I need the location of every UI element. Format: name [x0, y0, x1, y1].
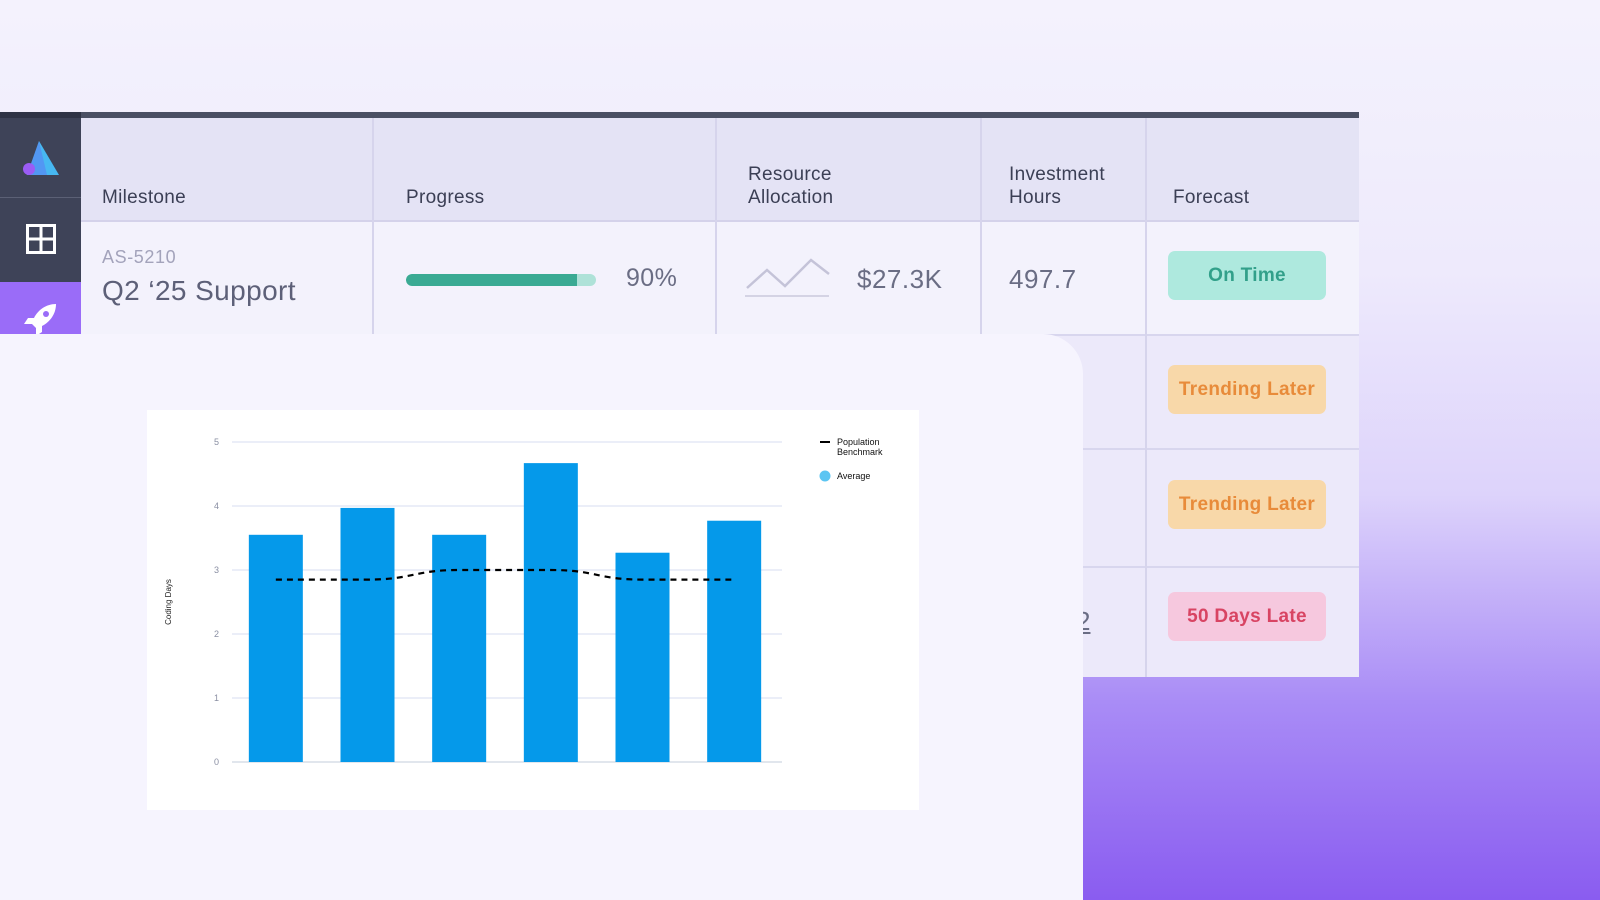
- legend-benchmark-label: Population: [837, 437, 880, 447]
- bar: [340, 507, 395, 762]
- header-hours-line2: Hours: [1009, 187, 1062, 208]
- y-tick-label: 5: [214, 437, 219, 447]
- header-resource-line2: Allocation: [748, 187, 834, 208]
- header-resource-line1: Resource: [748, 164, 832, 185]
- coding-days-chart: 0 1 2 3 4 5 Coding Days Population Benchmark Aver…: [147, 410, 919, 810]
- table-header: Milestone Progress Resource Allocation I…: [81, 118, 1359, 222]
- sidebar: [0, 112, 81, 342]
- resource-allocation-value: $27.3K: [857, 264, 943, 294]
- legend-benchmark-label: Benchmark: [837, 447, 883, 457]
- forecast-badge: On Time: [1168, 251, 1326, 300]
- sparkline-icon: [745, 258, 830, 297]
- forecast-badge: Trending Later: [1168, 365, 1326, 414]
- forecast-badge: 50 Days Late: [1168, 592, 1326, 641]
- grid-icon: [25, 224, 56, 254]
- bar: [707, 520, 762, 762]
- sidebar-item-dashboard[interactable]: [0, 198, 81, 280]
- bar: [523, 463, 578, 762]
- header-progress: Progress: [406, 187, 485, 208]
- bar: [248, 534, 303, 762]
- investment-hours-value: 497.7: [1009, 264, 1077, 294]
- y-tick-label: 2: [214, 629, 219, 639]
- legend-average-swatch: [819, 470, 831, 482]
- y-tick-label: 1: [214, 693, 219, 703]
- y-tick-label: 0: [214, 757, 219, 767]
- milestone-id: AS-5210: [102, 247, 177, 267]
- y-tick-label: 3: [214, 565, 219, 575]
- progress-bar-fill: [406, 274, 577, 286]
- y-tick-label: 4: [214, 501, 219, 511]
- milestone-name[interactable]: Q2 ‘25 Support: [102, 275, 296, 306]
- rocket-icon: [23, 304, 56, 336]
- bar: [432, 534, 487, 762]
- benchmark-line: [275, 568, 735, 581]
- legend-average-label: Average: [837, 471, 870, 481]
- header-hours-line1: Investment: [1009, 164, 1105, 185]
- table-row[interactable]: AS-5210 Q2 ‘25 Support 90% $27.3K 497.7 …: [81, 222, 1359, 336]
- table-row[interactable]: Trending Later: [81, 450, 1359, 568]
- header-milestone: Milestone: [102, 187, 187, 208]
- header-investment-hours: Investment Hours: [1009, 163, 1105, 209]
- forecast-badge: Trending Later: [1168, 480, 1326, 529]
- column-divider: [1145, 118, 1147, 677]
- header-forecast: Forecast: [1173, 187, 1250, 208]
- logo-icon: [22, 140, 59, 175]
- bar: [615, 552, 670, 762]
- progress-bar: [406, 274, 596, 286]
- app-logo[interactable]: [0, 118, 81, 198]
- header-resource-allocation: Resource Allocation: [748, 163, 833, 209]
- table-row[interactable]: 2 50 Days Late: [81, 568, 1359, 677]
- y-axis-label: Coding Days: [164, 579, 173, 625]
- progress-percent: 90%: [626, 264, 678, 292]
- sidebar-item-roadmap[interactable]: [0, 282, 81, 342]
